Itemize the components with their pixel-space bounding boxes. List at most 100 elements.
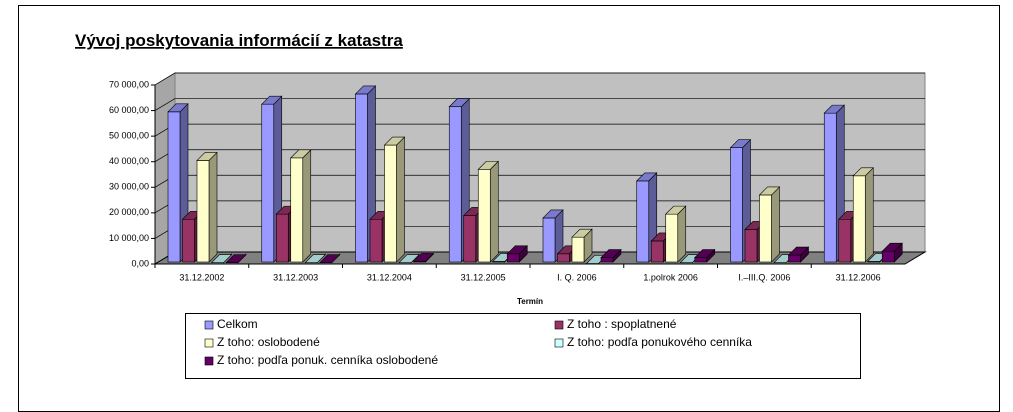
bar-top: [571, 228, 593, 238]
bar-top: [477, 161, 499, 170]
bar-side: [489, 160, 499, 263]
bar-front: [477, 169, 491, 263]
bar-front: [571, 236, 585, 263]
bar-front: [694, 257, 708, 263]
legend-swatch: [554, 338, 564, 348]
bar-top: [319, 254, 341, 264]
bar: [694, 248, 716, 263]
bar: [290, 149, 312, 263]
bar-front: [744, 229, 758, 263]
bar-front: [196, 160, 210, 263]
bar-front: [290, 157, 304, 263]
bar-top: [383, 136, 406, 146]
bar-front: [557, 253, 570, 263]
bar: [412, 252, 435, 263]
bar-front: [167, 111, 181, 263]
y-tick-label: 50 000,00: [109, 131, 149, 141]
bar-front: [275, 213, 289, 263]
x-tick-label: I. Q. 2006: [557, 272, 597, 282]
bar-top: [354, 85, 377, 95]
bar-top: [506, 245, 528, 255]
bar-top: [412, 253, 435, 262]
bar: [665, 205, 687, 263]
bar-top: [304, 254, 326, 264]
grid-line: [154, 98, 925, 111]
bar-top: [196, 152, 218, 161]
y-tick-label: 20 000,00: [109, 207, 149, 217]
bar-front: [788, 254, 801, 263]
bar: [787, 246, 810, 263]
bar-front: [823, 112, 837, 263]
bar: [758, 186, 781, 263]
bar-top: [600, 249, 622, 258]
bar-front: [838, 218, 852, 263]
grid-line: [154, 72, 925, 86]
bar-front: [355, 93, 368, 263]
bar: [383, 136, 406, 263]
bar-side: [302, 149, 312, 263]
bar-side: [208, 151, 218, 263]
y-tick-label: 70 000,00: [109, 79, 149, 89]
bar: [304, 253, 326, 264]
bar-top: [261, 95, 283, 105]
chart-title: Vývoj poskytovania informácií z katastra: [75, 31, 403, 50]
bar: [571, 228, 593, 263]
y-tick-label: 60 000,00: [109, 105, 149, 115]
bar-top: [758, 186, 781, 196]
bar: [477, 160, 499, 263]
bar-front: [600, 257, 614, 263]
x-tick-label: 1.polrok 2006: [643, 272, 698, 282]
bar-front: [852, 175, 866, 263]
bar-top: [852, 167, 874, 177]
bar-top: [729, 139, 752, 148]
bar: [319, 253, 341, 264]
bar-front: [448, 106, 462, 263]
bar-front: [759, 194, 772, 263]
y-tick-label: 0,00: [131, 258, 149, 268]
bar-front: [650, 240, 664, 263]
bar-front: [542, 217, 556, 263]
y-tick-label: 30 000,00: [109, 182, 149, 192]
legend-label: Z toho: podľa ponuk. cenníka oslobodené: [217, 353, 438, 367]
bar-front: [369, 218, 383, 263]
x-tick-label: 31.12.2006: [836, 272, 881, 282]
bar-top: [290, 149, 312, 159]
x-tick-label: 31.12.2002: [179, 272, 224, 282]
bar-top: [448, 98, 470, 108]
bar-side: [677, 205, 687, 263]
legend: [185, 313, 861, 379]
bar-front: [730, 147, 743, 263]
bar-side: [771, 186, 780, 263]
bar: [506, 245, 528, 263]
bar-top: [665, 205, 687, 215]
legend-swatch: [204, 356, 214, 366]
bar-side: [864, 167, 874, 263]
bar: [225, 253, 247, 264]
x-tick-label: I.–III.Q. 2006: [738, 272, 790, 282]
bar-side: [396, 136, 405, 263]
bar-top: [636, 172, 658, 182]
bar-top: [167, 103, 189, 113]
bar-front: [636, 180, 650, 263]
x-tick-label: 31.12.2005: [461, 272, 506, 282]
bar: [852, 167, 874, 263]
bar-top: [210, 254, 233, 264]
bar-top: [542, 209, 564, 219]
bar-top: [694, 249, 716, 258]
legend-label: Z toho : spoplatnené: [567, 317, 677, 331]
bar-top: [225, 254, 247, 264]
bar-front: [384, 144, 397, 263]
bar-top: [398, 254, 420, 264]
y-tick-label: 40 000,00: [109, 156, 149, 166]
bar-top: [823, 104, 845, 114]
bar: [881, 242, 903, 263]
x-tick-label: 31.12.2004: [367, 272, 412, 282]
x-axis-title: Termín: [517, 297, 543, 306]
bar: [210, 253, 233, 264]
x-tick-label: 31.12.2003: [273, 272, 318, 282]
legend-label: Z toho: oslobodené: [217, 335, 320, 349]
bar-top: [787, 246, 810, 256]
bar-top: [881, 242, 903, 252]
bar: [196, 151, 218, 263]
